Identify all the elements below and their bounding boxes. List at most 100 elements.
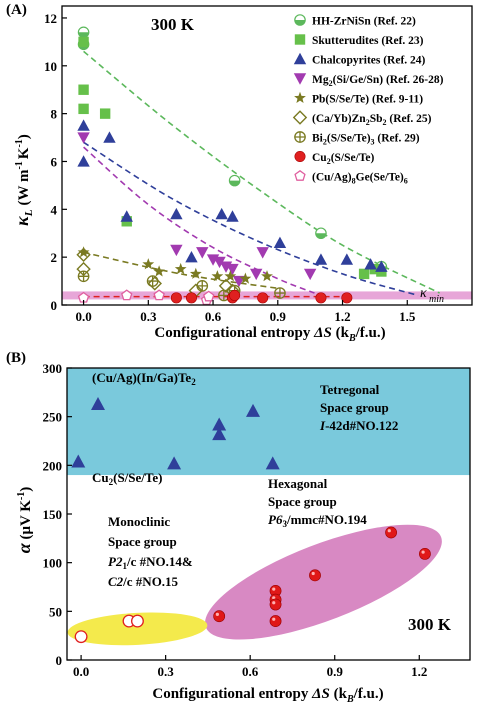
a-point-2-6 — [215, 207, 228, 220]
a-point-7-4-shape — [257, 292, 269, 304]
b-xtick-label-4: 1.2 — [411, 664, 427, 679]
a-point-0-0-fill — [78, 32, 89, 38]
xlabel-a-main: Configurational entropy — [154, 325, 314, 341]
panel-b-plot: 0.0 0.3 0.6 0.9 1.2 0 50 100 150 200 250 300 — [43, 361, 471, 679]
b-tetragonal-point-4-shape — [212, 427, 227, 441]
a-point-5-2 — [147, 276, 162, 291]
legend-label-5-part-4: (Ref. 25) — [386, 113, 431, 125]
tetragonal-title: Tetregonal — [320, 382, 380, 397]
b-xtick-label-3: 0.9 — [327, 664, 344, 679]
legend-label-8-part-2: Ge(Se/Te) — [356, 172, 404, 184]
panel-a-plot: 0.0 0.3 0.6 0.9 1.2 1.5 0 2 4 6 8 10 12 — [44, 5, 473, 324]
ylabel-exp1: -1 — [14, 161, 25, 169]
legend-marker-3 — [293, 73, 307, 85]
a-point-3-8 — [250, 268, 263, 281]
panel-b: (B) 0.0 0.3 0.6 0.9 1.2 0 50 100 150 200 250 300 (C… — [6, 350, 471, 705]
a-point-6-5 — [274, 287, 286, 299]
b-hexagonal-point-0-shape — [213, 610, 226, 623]
b-hexagonal-point-4 — [269, 615, 282, 627]
a-point-3-0-shape — [77, 132, 90, 144]
legend-label-3: Mg2(Si/Ge/Sn) (Ref. 26-28) — [312, 74, 444, 88]
tetragonal-sg: Space group — [320, 400, 389, 415]
a-point-3-4-shape — [213, 256, 226, 269]
a-xtick-label-2: 0.6 — [205, 309, 222, 324]
ylabel-unit: (W m — [16, 169, 32, 205]
xlabel-b-sym: ΔS — [311, 686, 330, 702]
b-tetragonal-point-3-shape — [212, 417, 227, 431]
a-point-2-12-shape — [375, 260, 388, 272]
a-point-1-5-shape — [358, 268, 370, 280]
a-point-1-1-shape — [78, 84, 89, 95]
panel-a: (A) 0.0 0.3 0.6 0.9 1.2 1.5 0 2 4 6 8 10 12 300 K κ … — [6, 2, 473, 344]
a-point-2-5 — [185, 250, 198, 263]
legend-marker-7 — [294, 151, 306, 163]
a-point-6-2 — [196, 280, 209, 292]
monoclinic-sub: 1 — [122, 561, 127, 571]
b-tetragonal-point-3 — [212, 417, 227, 431]
a-point-4-3 — [174, 262, 187, 275]
b-tetragonal-point-1-shape — [91, 397, 105, 411]
a-point-2-10 — [340, 253, 354, 265]
ylabel-b-close: ) — [18, 487, 34, 492]
a-point-2-3 — [120, 210, 133, 222]
a-xtick-label-4: 1.2 — [334, 309, 350, 324]
a-point-8-1 — [121, 289, 133, 301]
xlabel-b-main: Configurational entropy — [152, 686, 312, 702]
monoclinic-label: Monoclinic Space group P21/c #NO.14& C2/… — [108, 514, 193, 589]
a-point-2-12 — [375, 260, 388, 272]
b-hexagonal-point-5-shine — [311, 571, 315, 576]
compound-mid-b: (S/Se/Te) — [113, 470, 162, 485]
a-point-2-4-shape — [170, 207, 183, 220]
a-point-8-4 — [203, 290, 215, 302]
ylabel-sub: L — [23, 209, 35, 217]
a-point-2-6-shape — [215, 207, 228, 220]
b-hexagonal-point-6 — [385, 526, 397, 539]
legend-label-5: (Ca/Yb)Zn2Sb2 (Ref. 25) — [312, 113, 432, 127]
a-point-3-4 — [213, 256, 226, 269]
a-point-3-8-shape — [250, 268, 263, 281]
b-tetragonal-point-5-shape — [246, 403, 260, 417]
a-point-1-2-shape — [78, 103, 89, 115]
legend-marker-5-shape — [292, 110, 308, 125]
a-point-7-3 — [229, 289, 241, 301]
a-point-3-9 — [256, 247, 269, 259]
legend-label-5-part-3: 2 — [382, 118, 386, 127]
a-point-1-3 — [99, 108, 111, 119]
a-point-4-6-shape — [224, 270, 237, 282]
xlabel-a-close: /f.u.) — [355, 325, 386, 341]
legend-label-3-part-1: 2 — [329, 79, 333, 88]
a-ytick-label-0: 0 — [51, 298, 58, 313]
compound-mid-sub: 2 — [109, 477, 114, 487]
a-point-6-3-cross — [218, 290, 230, 301]
legend-marker-8 — [294, 169, 306, 181]
a-point-7-6-shape — [341, 292, 353, 304]
a-point-2-10-shape — [340, 253, 354, 265]
b-hexagonal-point-0 — [213, 610, 226, 623]
ylabel-mid: K — [16, 147, 32, 159]
b-tetragonal-point-2-shape — [167, 456, 182, 470]
a-point-2-11-shape — [364, 258, 377, 270]
a-point-0-3-fill — [315, 233, 327, 239]
a-point-1-0 — [78, 36, 89, 48]
a-point-1-5 — [358, 268, 370, 280]
legend-label-0: HH-ZrNiSn (Ref. 22) — [312, 16, 416, 28]
a-point-8-1-shape — [121, 289, 133, 301]
a-point-0-2-fill — [229, 180, 240, 186]
xlabel-a-sym: ΔS — [313, 325, 332, 341]
legend-label-3-part-0: Mg — [312, 74, 329, 86]
a-point-3-0 — [77, 132, 90, 144]
a-point-3-6 — [226, 263, 239, 276]
legend-marker-1 — [294, 34, 306, 45]
legend-marker-6 — [294, 131, 306, 143]
compound-top-label: (Cu/Ag)(In/Ga)Te2 — [92, 370, 196, 387]
legend-label-5-part-0: (Ca/Yb)Zn — [312, 113, 366, 125]
a-point-2-4 — [170, 207, 183, 220]
a-point-6-5-cross — [274, 287, 286, 299]
a-point-2-3-shape — [120, 210, 133, 222]
monoclinic-p21: P21/c #NO.14& — [108, 554, 193, 571]
monoclinic-title: Monoclinic — [108, 514, 170, 529]
legend-label-6-part-3: 3 — [371, 138, 375, 147]
a-xtick-label-3: 0.9 — [270, 309, 287, 324]
monoclinic-p2: P2 — [108, 554, 123, 569]
kmin-label: κ min — [420, 286, 444, 305]
